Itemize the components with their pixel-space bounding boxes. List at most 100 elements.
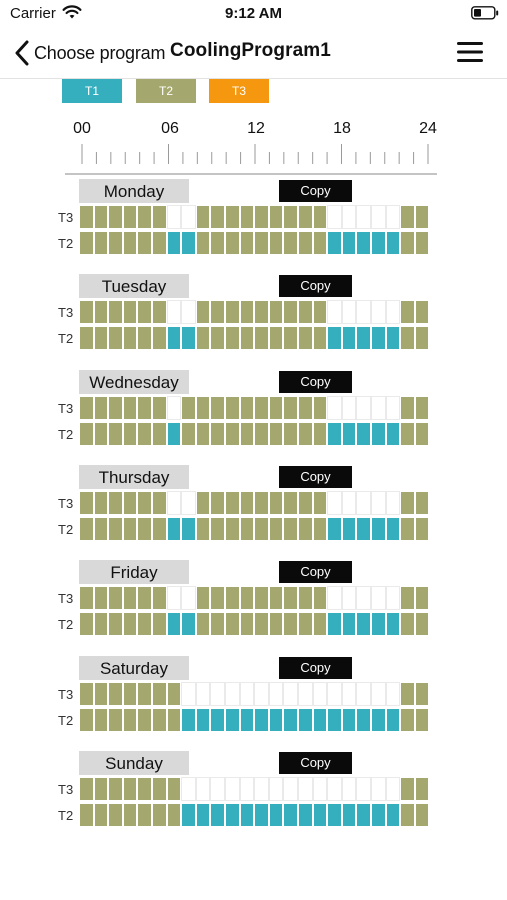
hour-cell[interactable] <box>137 707 152 732</box>
hour-cell[interactable] <box>283 516 298 541</box>
hour-cell[interactable] <box>152 300 167 325</box>
hour-cell[interactable] <box>254 326 269 351</box>
hour-cell[interactable] <box>239 681 255 706</box>
hour-cell[interactable] <box>385 421 401 446</box>
hour-cell[interactable] <box>210 586 225 611</box>
legend-t2[interactable]: T2 <box>136 79 196 103</box>
hour-cell[interactable] <box>268 776 284 801</box>
hour-cell[interactable] <box>341 681 357 706</box>
hour-cell[interactable] <box>341 802 357 827</box>
hour-cell[interactable] <box>181 707 196 732</box>
hour-cell[interactable] <box>79 776 94 801</box>
hour-cell[interactable] <box>137 326 152 351</box>
hour-cell[interactable] <box>225 802 240 827</box>
hour-cell[interactable] <box>414 681 430 706</box>
copy-button[interactable]: Copy <box>279 370 352 393</box>
hour-cell[interactable] <box>93 326 109 351</box>
hour-cell[interactable] <box>195 586 211 611</box>
hour-cell[interactable] <box>166 421 182 446</box>
hour-cell[interactable] <box>210 681 225 706</box>
hour-cell[interactable] <box>195 776 211 801</box>
hour-cell[interactable] <box>166 490 182 515</box>
hour-cell[interactable] <box>371 326 386 351</box>
hour-cell[interactable] <box>268 421 284 446</box>
hour-cell[interactable] <box>341 586 357 611</box>
hour-cell[interactable] <box>327 421 342 446</box>
hour-cell[interactable] <box>283 326 298 351</box>
hour-cell[interactable] <box>312 586 328 611</box>
hour-cell[interactable] <box>283 421 298 446</box>
hour-cell[interactable] <box>356 395 371 420</box>
hour-cell[interactable] <box>225 516 240 541</box>
hour-cell[interactable] <box>195 681 211 706</box>
hour-cell[interactable] <box>239 586 255 611</box>
hour-cell[interactable] <box>312 612 328 637</box>
hour-cell[interactable] <box>108 776 123 801</box>
hour-cell[interactable] <box>341 300 357 325</box>
hour-cell[interactable] <box>210 421 225 446</box>
hour-cell[interactable] <box>93 300 109 325</box>
hour-cell[interactable] <box>166 681 182 706</box>
hour-cell[interactable] <box>122 490 138 515</box>
hour-cell[interactable] <box>152 776 167 801</box>
hour-cell[interactable] <box>283 707 298 732</box>
hour-cell[interactable] <box>152 586 167 611</box>
hour-cell[interactable] <box>225 326 240 351</box>
hour-cell[interactable] <box>283 586 298 611</box>
hour-cell[interactable] <box>210 612 225 637</box>
hour-cell[interactable] <box>400 612 415 637</box>
hour-cell[interactable] <box>385 776 401 801</box>
hour-cell[interactable] <box>108 395 123 420</box>
hour-cell[interactable] <box>166 205 182 229</box>
hour-cell[interactable] <box>225 586 240 611</box>
hour-cell[interactable] <box>385 681 401 706</box>
hour-cell[interactable] <box>93 612 109 637</box>
hour-cell[interactable] <box>137 612 152 637</box>
hour-cell[interactable] <box>137 516 152 541</box>
hour-cell[interactable] <box>341 205 357 229</box>
hour-cell[interactable] <box>79 300 94 325</box>
hour-cell[interactable] <box>137 490 152 515</box>
hour-cell[interactable] <box>181 612 196 637</box>
hour-cell[interactable] <box>298 421 313 446</box>
hour-cell[interactable] <box>93 802 109 827</box>
hour-cell[interactable] <box>166 586 182 611</box>
hour-cell[interactable] <box>341 776 357 801</box>
hour-cell[interactable] <box>122 395 138 420</box>
hour-cell[interactable] <box>341 707 357 732</box>
hour-cell[interactable] <box>79 326 94 351</box>
hour-cell[interactable] <box>239 205 255 229</box>
hour-cell[interactable] <box>93 231 109 255</box>
hour-cell[interactable] <box>152 612 167 637</box>
hour-cell[interactable] <box>225 612 240 637</box>
hour-cell[interactable] <box>210 395 225 420</box>
hour-cell[interactable] <box>400 326 415 351</box>
hour-cell[interactable] <box>79 707 94 732</box>
hour-cell[interactable] <box>268 326 284 351</box>
hour-cell[interactable] <box>385 300 401 325</box>
hour-cell[interactable] <box>166 231 182 255</box>
hour-cell[interactable] <box>152 707 167 732</box>
hour-cell[interactable] <box>298 231 313 255</box>
hour-cell[interactable] <box>385 490 401 515</box>
hour-cell[interactable] <box>254 231 269 255</box>
hour-cell[interactable] <box>327 300 342 325</box>
hour-cell[interactable] <box>181 395 196 420</box>
hour-cell[interactable] <box>385 586 401 611</box>
hour-cell[interactable] <box>371 421 386 446</box>
hour-cell[interactable] <box>122 776 138 801</box>
hour-cell[interactable] <box>312 395 328 420</box>
hour-cell[interactable] <box>356 776 371 801</box>
hour-cell[interactable] <box>312 231 328 255</box>
hour-cell[interactable] <box>137 395 152 420</box>
hour-cell[interactable] <box>327 776 342 801</box>
copy-button[interactable]: Copy <box>279 465 352 488</box>
hour-cell[interactable] <box>371 776 386 801</box>
hour-cell[interactable] <box>268 205 284 229</box>
hour-cell[interactable] <box>152 205 167 229</box>
hour-cell[interactable] <box>210 516 225 541</box>
hour-cell[interactable] <box>225 300 240 325</box>
hour-cell[interactable] <box>137 776 152 801</box>
hour-cell[interactable] <box>283 231 298 255</box>
hour-cell[interactable] <box>356 681 371 706</box>
